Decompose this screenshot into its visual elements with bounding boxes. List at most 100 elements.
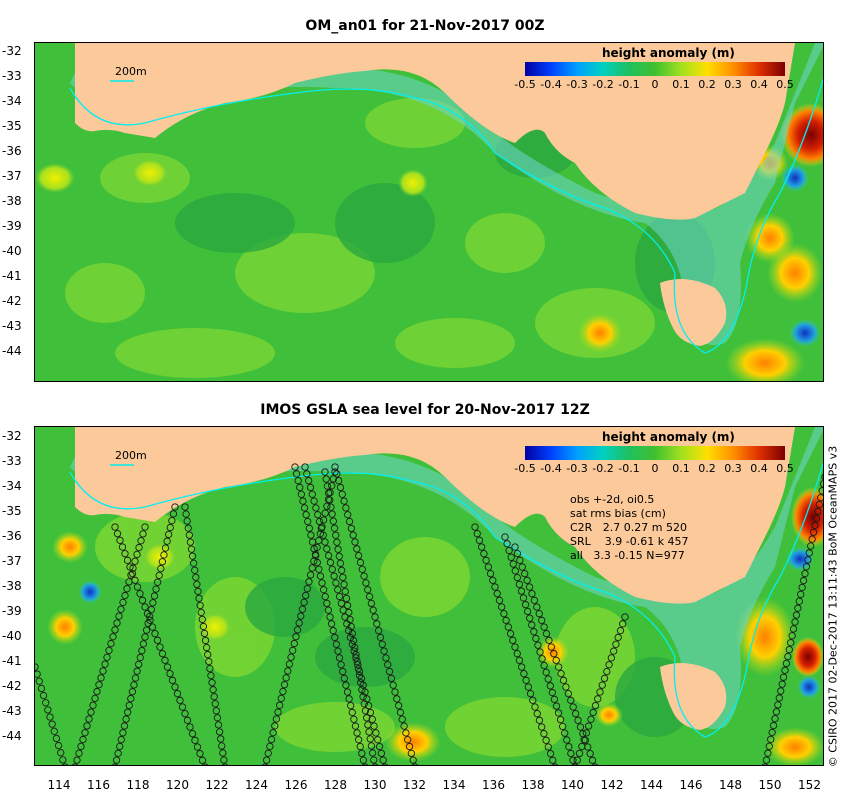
observation-point xyxy=(411,763,419,765)
observation-point xyxy=(547,643,556,651)
color-scale-bar xyxy=(525,62,785,76)
observation-point xyxy=(578,742,586,751)
observation-point xyxy=(114,749,122,757)
observation-point xyxy=(304,517,312,526)
observation-point xyxy=(342,504,350,512)
observation-point xyxy=(168,517,176,525)
observation-point xyxy=(382,654,390,662)
observation-point xyxy=(324,489,333,497)
x-axis-label: 138 xyxy=(521,778,545,792)
observation-point xyxy=(534,641,542,649)
observation-point xyxy=(352,654,360,662)
observation-point xyxy=(774,701,782,709)
observation-point xyxy=(335,592,344,601)
observation-point xyxy=(197,608,205,617)
observation-point xyxy=(393,695,401,703)
observation-point xyxy=(168,676,177,684)
observation-point xyxy=(338,490,346,498)
y-axis-label: -35 xyxy=(2,504,22,518)
observation-point xyxy=(347,524,356,533)
observation-point xyxy=(486,570,495,578)
observation-point xyxy=(612,640,620,648)
legend-title: height anomaly (m) xyxy=(602,46,735,60)
observation-point xyxy=(515,656,524,664)
observation-point xyxy=(171,683,179,691)
observation-point xyxy=(91,694,99,703)
observation-point xyxy=(196,750,204,758)
observation-point xyxy=(789,625,798,633)
observation-point xyxy=(359,693,367,701)
observation-point xyxy=(120,722,129,730)
y-axis-label: -40 xyxy=(2,244,22,258)
observation-point xyxy=(267,735,276,744)
observation-point xyxy=(533,710,541,718)
observation-point xyxy=(374,736,382,744)
observation-point xyxy=(107,639,115,648)
observation-point xyxy=(111,763,119,765)
observation-point xyxy=(318,579,326,587)
observation-point xyxy=(554,663,563,671)
y-axis-label: -38 xyxy=(2,194,22,208)
observation-point xyxy=(321,468,329,476)
observation-point xyxy=(586,750,594,758)
observation-point xyxy=(809,528,818,536)
observation-point xyxy=(165,530,173,539)
observation-point xyxy=(371,763,379,765)
y-axis-label: -43 xyxy=(2,319,22,333)
y-axis-label: -34 xyxy=(2,479,22,493)
observation-point xyxy=(182,510,190,518)
observation-point xyxy=(381,763,389,765)
y-axis-label: -37 xyxy=(2,554,22,568)
observation-point xyxy=(524,683,532,691)
y-axis-label: -35 xyxy=(2,119,22,133)
observation-point xyxy=(326,558,335,567)
observation-point xyxy=(368,749,377,757)
observation-point xyxy=(807,542,815,550)
observation-point xyxy=(178,703,187,711)
observation-point xyxy=(181,503,189,511)
observation-point xyxy=(589,708,597,717)
observation-point xyxy=(338,566,346,574)
observation-point xyxy=(367,742,376,750)
observation-point xyxy=(298,605,307,613)
observation-point xyxy=(815,500,823,509)
observation-point xyxy=(201,636,210,645)
observation-point xyxy=(819,480,823,488)
observation-point xyxy=(552,702,561,710)
observation-point xyxy=(564,690,572,698)
observation-point xyxy=(794,604,802,612)
observation-point xyxy=(184,524,192,532)
observation-point xyxy=(343,688,352,696)
observation-point xyxy=(540,730,548,738)
observation-point xyxy=(529,696,537,704)
observation-point xyxy=(157,564,165,573)
observation-point xyxy=(357,679,365,687)
observation-point xyxy=(354,551,363,560)
observation-point xyxy=(300,598,308,606)
observation-point xyxy=(542,736,550,744)
observation-point xyxy=(362,579,370,587)
observation-point xyxy=(353,729,361,737)
y-axis-label: -44 xyxy=(2,344,22,358)
observation-point xyxy=(340,497,348,505)
observation-point xyxy=(565,743,573,751)
observation-point xyxy=(344,511,352,519)
observation-point xyxy=(130,681,138,689)
legend-tick-label: 0.4 xyxy=(750,462,768,475)
observation-point xyxy=(264,749,272,757)
observation-point xyxy=(42,699,50,707)
observation-point xyxy=(122,715,130,723)
observation-point xyxy=(591,701,600,710)
observation-point xyxy=(768,728,776,737)
y-axis-label: -33 xyxy=(2,69,22,83)
observation-point xyxy=(335,654,344,662)
observation-point xyxy=(121,591,129,600)
observation-point xyxy=(364,701,373,710)
observation-point xyxy=(507,553,515,561)
observation-point xyxy=(603,667,611,676)
observation-point xyxy=(301,463,309,471)
observation-point xyxy=(349,531,357,539)
observation-point xyxy=(117,735,125,744)
observation-point xyxy=(191,736,199,744)
observation-point xyxy=(345,517,354,526)
